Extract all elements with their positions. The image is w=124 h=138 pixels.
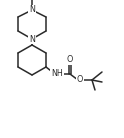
Text: NH: NH	[51, 70, 63, 79]
Text: N: N	[29, 6, 35, 14]
Text: O: O	[67, 55, 73, 64]
Text: N: N	[29, 34, 35, 43]
Text: O: O	[77, 75, 83, 84]
